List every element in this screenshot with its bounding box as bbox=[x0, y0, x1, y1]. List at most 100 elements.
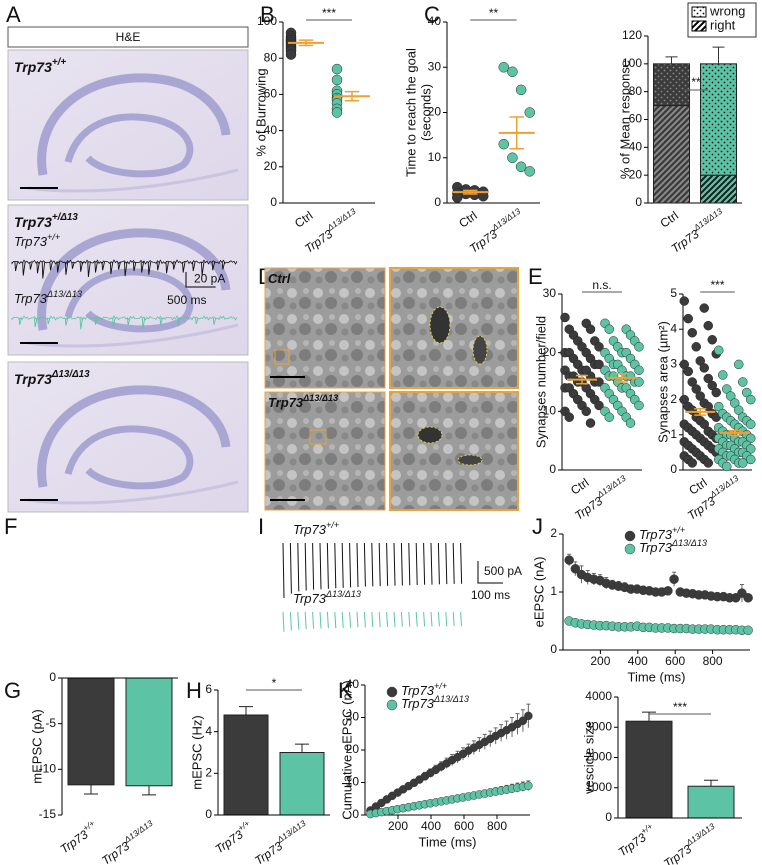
y-tick-label: 10 bbox=[543, 404, 557, 418]
evoked-response bbox=[304, 611, 307, 630]
x-tick-label: Ctrl bbox=[456, 209, 479, 231]
panel-letter: C bbox=[424, 2, 440, 27]
series-label: Trp73+/+ bbox=[14, 232, 60, 249]
event bbox=[79, 261, 84, 272]
evoked-response bbox=[334, 542, 337, 589]
data-point bbox=[564, 555, 574, 565]
data-point bbox=[524, 711, 533, 721]
y-tick-label: 0 bbox=[635, 195, 642, 209]
event bbox=[192, 261, 196, 272]
x-tick-label: Ctrl bbox=[568, 476, 591, 498]
data-point bbox=[524, 107, 535, 118]
data-point bbox=[507, 66, 518, 78]
evoked-response bbox=[400, 611, 403, 627]
data-point bbox=[734, 359, 744, 370]
y-tick-label: 4 bbox=[205, 724, 212, 738]
significance-label: *** bbox=[710, 278, 724, 292]
x-tick-label: Trp73+/+ bbox=[56, 818, 101, 856]
data-point bbox=[703, 458, 713, 468]
scale-bar bbox=[185, 272, 216, 288]
legend-marker bbox=[386, 686, 398, 698]
data-point bbox=[687, 327, 697, 338]
event bbox=[71, 261, 75, 269]
x-tick-label: Trp73Δ13/Δ13 bbox=[250, 818, 311, 865]
data-point bbox=[604, 324, 614, 334]
bar bbox=[279, 752, 325, 816]
x-axis-label: Time (ms) bbox=[418, 834, 476, 849]
label-text: Trp73 bbox=[639, 540, 673, 555]
event bbox=[79, 317, 84, 330]
scale-bar bbox=[477, 561, 503, 584]
evoked-response bbox=[289, 611, 292, 631]
event bbox=[56, 261, 60, 273]
data-point bbox=[669, 574, 679, 584]
y-tick-label: 0 bbox=[49, 670, 56, 684]
y-tick-label: 1 bbox=[670, 427, 677, 441]
evoked-response bbox=[371, 542, 374, 587]
label-sup: Δ13/Δ13 bbox=[51, 369, 90, 380]
label-sup: +/+ bbox=[47, 232, 60, 242]
x-tick-label: Ctrl bbox=[686, 476, 709, 498]
event bbox=[172, 261, 176, 270]
y-tick-label: 2000 bbox=[585, 750, 612, 764]
event bbox=[64, 261, 69, 275]
y-tick-label: 5 bbox=[670, 286, 677, 300]
label-text: Ctrl bbox=[292, 209, 315, 231]
evoked-response bbox=[326, 611, 329, 629]
label-text: Trp73 bbox=[14, 234, 48, 249]
evoked-response bbox=[297, 542, 300, 592]
data-point bbox=[699, 303, 709, 313]
stain-box bbox=[7, 26, 249, 48]
label-text: Trp73 bbox=[293, 522, 327, 537]
trace-baseline bbox=[11, 315, 238, 321]
label-text: Ctrl bbox=[658, 209, 681, 231]
label-sup: Δ13/Δ13 bbox=[275, 818, 308, 845]
panel-letter: F bbox=[4, 514, 17, 539]
panel-letter: I bbox=[258, 514, 264, 539]
data-point bbox=[524, 781, 533, 790]
evoked-response bbox=[452, 542, 455, 584]
label-sup: Δ13/Δ13 bbox=[489, 206, 522, 233]
data-point bbox=[691, 342, 701, 352]
x-tick-label: Ctrl bbox=[292, 209, 315, 231]
error-bar bbox=[295, 743, 309, 753]
event bbox=[101, 261, 105, 271]
scale-label: 500 pA bbox=[484, 564, 522, 578]
label-sup: Δ13/Δ13 bbox=[684, 821, 717, 848]
y-tick-label: 30 bbox=[543, 286, 557, 300]
scale-label: 500 ms bbox=[167, 293, 206, 307]
genotype-label: Trp73+/+ bbox=[14, 57, 66, 75]
em-image bbox=[264, 391, 386, 511]
significance-label: *** bbox=[673, 700, 687, 714]
y-tick-label: 30 bbox=[428, 59, 442, 73]
bar bbox=[223, 714, 269, 816]
legend-marker bbox=[624, 543, 636, 555]
evoked-response bbox=[312, 542, 315, 590]
evoked-response bbox=[423, 542, 426, 585]
event bbox=[211, 261, 216, 271]
data-point bbox=[679, 296, 689, 306]
y-tick-label: -15 bbox=[39, 807, 57, 821]
zoom-box bbox=[309, 429, 327, 445]
y-axis-label: % of Burrowing bbox=[253, 68, 268, 156]
evoked-response bbox=[282, 611, 285, 632]
evoked-response bbox=[393, 542, 396, 586]
y-tick-label: 0 bbox=[605, 810, 612, 824]
event bbox=[201, 261, 205, 276]
genotype-label: Trp73+/Δ13 bbox=[14, 212, 78, 230]
event bbox=[112, 317, 116, 328]
evoked-response bbox=[349, 611, 352, 628]
y-tick-label: 10 bbox=[428, 150, 442, 164]
panel-letter: H bbox=[186, 678, 202, 703]
trace-baseline bbox=[11, 259, 238, 265]
event bbox=[165, 261, 169, 274]
y-axis-label: Cumulative eEPSC (nA) bbox=[339, 680, 354, 819]
significance-label: ** bbox=[691, 75, 701, 89]
data-point bbox=[634, 342, 644, 352]
label-text: Ctrl bbox=[568, 476, 591, 498]
evoked-response bbox=[460, 611, 463, 627]
legend-marker bbox=[386, 699, 398, 711]
error-bar bbox=[704, 779, 718, 787]
evoked-response bbox=[326, 542, 329, 589]
